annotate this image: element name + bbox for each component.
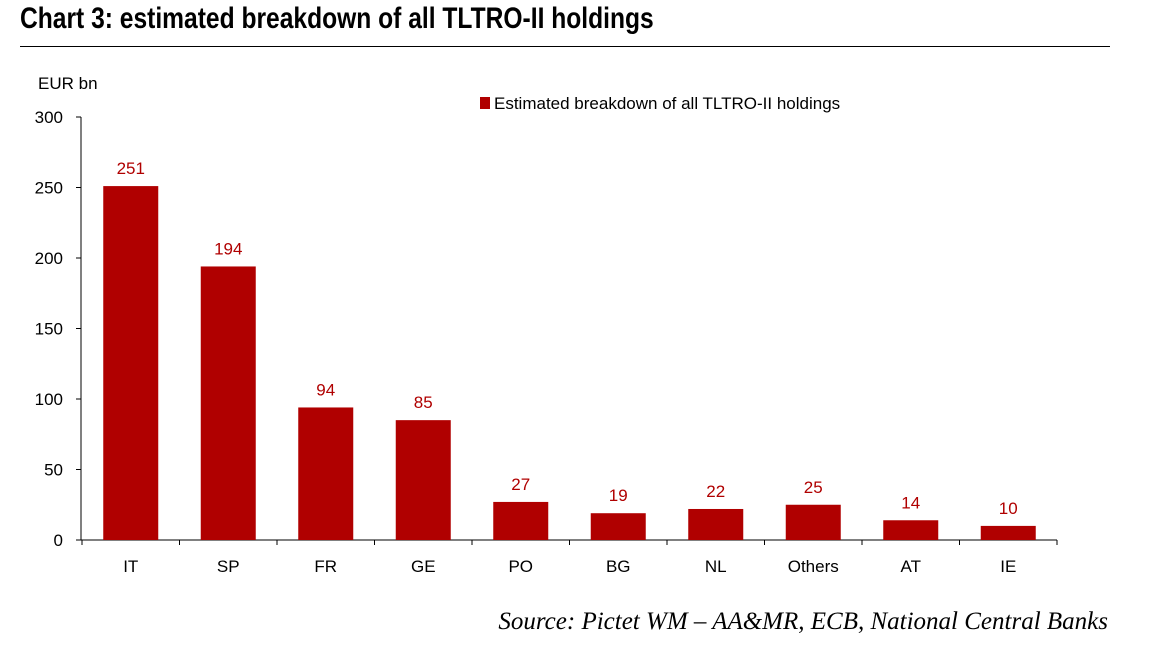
x-tick-label: FR xyxy=(314,557,337,576)
bar xyxy=(493,501,549,540)
y-tick-label: 100 xyxy=(35,390,63,409)
bar-chart: EUR bn Estimated breakdown of all TLTRO-… xyxy=(35,74,1058,576)
bar xyxy=(200,266,256,540)
bar xyxy=(980,525,1036,540)
x-tick-label: Others xyxy=(788,557,839,576)
bar-value-label: 25 xyxy=(804,478,823,497)
x-tick-label: NL xyxy=(705,557,727,576)
bar xyxy=(103,186,159,540)
y-tick-label: 0 xyxy=(54,531,63,550)
bar xyxy=(883,520,939,540)
legend-swatch xyxy=(480,97,490,109)
x-tick-label: BG xyxy=(606,557,631,576)
y-tick-label: 50 xyxy=(44,461,63,480)
x-tick-label: IT xyxy=(123,557,138,576)
y-tick-label: 200 xyxy=(35,249,63,268)
y-tick-label: 150 xyxy=(35,320,63,339)
bar xyxy=(688,508,744,540)
bar xyxy=(590,513,646,540)
x-tick-label: GE xyxy=(411,557,436,576)
x-tick-label: SP xyxy=(217,557,240,576)
bar-value-label: 19 xyxy=(609,486,628,505)
y-tick-label: 250 xyxy=(35,179,63,198)
source-note: Source: Pictet WM – AA&MR, ECB, National… xyxy=(498,608,1108,635)
bar-value-label: 22 xyxy=(706,482,725,501)
bar-value-label: 27 xyxy=(511,475,530,494)
x-tick-label: AT xyxy=(901,557,921,576)
x-axis: IT SP FR GE PO BG NL Others AT IE xyxy=(81,539,1058,576)
y-axis: 0 50 100 150 200 250 300 xyxy=(35,108,82,550)
bar xyxy=(395,420,451,540)
legend-label: Estimated breakdown of all TLTRO-II hold… xyxy=(494,94,840,113)
chart-title: Chart 3: estimated breakdown of all TLTR… xyxy=(20,2,654,35)
title-rule xyxy=(20,46,1110,47)
legend: Estimated breakdown of all TLTRO-II hold… xyxy=(480,94,840,113)
bar-value-label: 94 xyxy=(316,380,335,399)
y-axis-label: EUR bn xyxy=(38,74,98,93)
bar-value-label: 194 xyxy=(214,239,242,258)
bar-labels: 251 194 94 85 27 19 22 25 14 10 xyxy=(117,159,1018,518)
bars xyxy=(103,186,1036,540)
bar-value-label: 85 xyxy=(414,393,433,412)
x-tick-label: PO xyxy=(508,557,533,576)
bar-value-label: 251 xyxy=(117,159,145,178)
y-tick-label: 300 xyxy=(35,108,63,127)
x-tick-label: IE xyxy=(1000,557,1016,576)
bar-value-label: 10 xyxy=(999,499,1018,518)
bar-value-label: 14 xyxy=(901,493,920,512)
bar xyxy=(298,407,354,540)
bar xyxy=(785,504,841,540)
